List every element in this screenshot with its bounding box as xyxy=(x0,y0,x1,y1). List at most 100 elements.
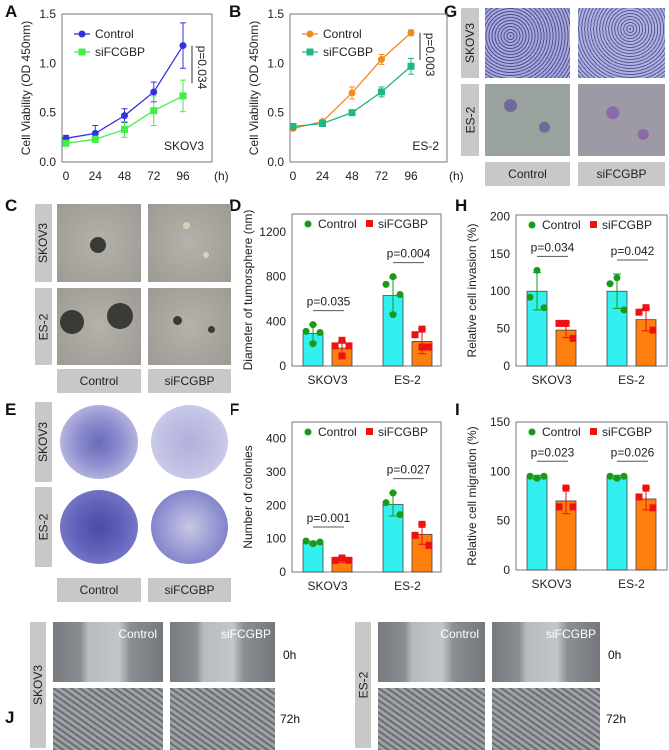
p-value-label: p=0.034 xyxy=(531,240,575,254)
legend-label: Control xyxy=(542,218,581,232)
data-point-sifcgbp xyxy=(289,122,297,130)
x-tick-label: 48 xyxy=(118,169,132,183)
transwell-image-es2-control xyxy=(485,84,570,156)
chart-i: 0 50 100 150 Relative cell migration (%) SKOV… xyxy=(465,415,668,591)
legend-marker-control xyxy=(304,428,312,436)
legend-label: siFCGBP xyxy=(602,218,652,232)
panel-label-a: A xyxy=(5,2,18,21)
wound-image-skov3-sifcgbp-72h xyxy=(170,688,275,750)
p-value-label: p=0.001 xyxy=(307,511,351,525)
y-tick-label: 400 xyxy=(266,432,286,446)
y-tick-label: 0.5 xyxy=(39,106,56,120)
data-point-sifcgbp xyxy=(331,556,339,564)
y-tick-label: 100 xyxy=(490,464,510,478)
data-point-sifcgbp xyxy=(62,139,70,147)
data-point-control xyxy=(389,311,397,319)
row-label-skov3: SKOV3 xyxy=(35,204,52,282)
data-point-control xyxy=(179,42,187,50)
data-point-sifcgbp xyxy=(642,304,650,312)
chart-d: 0 400 800 1200 Diameter of tumorsphere (nm) S… xyxy=(241,210,442,387)
colony-plate-skov3-control xyxy=(57,402,141,482)
legend-label: Control xyxy=(542,425,581,439)
y-tick-label: 0 xyxy=(279,565,286,579)
data-point-control xyxy=(533,266,541,274)
panel-label-d: D xyxy=(229,196,242,215)
bar-control xyxy=(302,542,324,573)
legend-label: Control xyxy=(323,27,362,41)
row-label-skov3: SKOV3 xyxy=(461,8,479,78)
x-tick-label: 24 xyxy=(316,169,330,183)
data-point-control xyxy=(540,472,548,480)
row-label-es2: ES-2 xyxy=(461,84,479,156)
panel-label-h: H xyxy=(455,196,468,215)
x-unit-label: (h) xyxy=(214,169,229,183)
wound-image-skov3-control-72h xyxy=(53,688,163,750)
data-point-control xyxy=(348,89,356,97)
colony-plate-skov3-sifcgbp xyxy=(148,402,231,482)
legend-label: siFCGBP xyxy=(602,425,652,439)
data-point-control xyxy=(302,327,310,335)
col-label-sifcgbp: siFCGBP xyxy=(148,578,231,602)
legend-marker-control xyxy=(528,221,536,229)
data-point-control xyxy=(613,474,621,482)
y-tick-label: 400 xyxy=(266,314,286,328)
x-category-label: ES-2 xyxy=(618,373,645,387)
legend-marker-control xyxy=(528,428,536,436)
data-point-control xyxy=(533,474,541,482)
data-point-sifcgbp xyxy=(348,109,356,117)
p-value-label: p=0.035 xyxy=(307,295,351,309)
row-label-es2: ES-2 xyxy=(355,622,371,748)
data-point-control xyxy=(396,511,404,519)
col-label-control: Control xyxy=(57,578,141,602)
y-tick-label: 0.0 xyxy=(267,155,284,169)
plot-frame xyxy=(291,213,442,367)
y-tick-label: 200 xyxy=(266,498,286,512)
y-tick-label: 0 xyxy=(503,359,510,373)
data-point-control xyxy=(302,537,310,545)
legend-marker-control xyxy=(304,220,312,228)
x-category-label: ES-2 xyxy=(394,373,421,387)
time-label-72h: 72h xyxy=(280,712,301,726)
cell-line-label: ES-2 xyxy=(412,139,439,153)
y-tick-label: 1.5 xyxy=(267,7,284,21)
data-point-control xyxy=(382,499,390,507)
plot-frame xyxy=(61,13,213,163)
colony-plate-es2-sifcgbp xyxy=(148,487,231,567)
wound-image-es2-control-72h xyxy=(378,688,485,750)
plot-frame xyxy=(515,214,668,367)
wound-image-es2-sifcgbp-0h: siFCGBP xyxy=(492,622,600,682)
transwell-image-skov3-sifcgbp xyxy=(578,8,665,78)
panel-label-j: J xyxy=(5,708,15,727)
x-unit-label: (h) xyxy=(449,169,464,183)
col-label-control: Control xyxy=(485,162,570,186)
y-tick-label: 0 xyxy=(279,359,286,373)
cell-line-label: SKOV3 xyxy=(164,139,204,153)
tumorsphere-image-es2-control xyxy=(57,288,141,365)
y-tick-label: 100 xyxy=(490,284,510,298)
p-value-label: p=0.027 xyxy=(387,463,431,477)
data-point-sifcgbp xyxy=(378,88,385,96)
p-value-label: p=0.023 xyxy=(531,445,575,459)
y-tick-label: 800 xyxy=(266,270,286,284)
data-point-control xyxy=(407,29,415,37)
chart-f: 0 100 200 300 400 Number of colonies SKOV3 p=0.… xyxy=(241,421,442,593)
y-axis-label: Relative cell invasion (%) xyxy=(465,223,479,357)
data-point-control xyxy=(606,280,614,288)
wound-image-es2-sifcgbp-72h xyxy=(492,688,600,750)
p-value-label: p=0.034 xyxy=(195,46,209,90)
x-tick-label: 72 xyxy=(375,169,389,183)
time-label-0h: 0h xyxy=(283,648,297,662)
col-label-sifcgbp: siFCGBP xyxy=(148,369,231,393)
p-value-label: p=0.003 xyxy=(423,33,437,77)
data-point-sifcgbp xyxy=(635,308,643,316)
row-label-skov3: SKOV3 xyxy=(35,402,52,482)
data-point-sifcgbp xyxy=(411,331,419,339)
x-category-label: SKOV3 xyxy=(531,577,571,591)
x-tick-label: 24 xyxy=(89,169,103,183)
x-category-label: SKOV3 xyxy=(307,373,347,387)
legend-marker-sifcgbp xyxy=(366,220,373,227)
x-tick-label: 72 xyxy=(147,169,161,183)
data-point-control xyxy=(396,290,404,298)
y-tick-label: 100 xyxy=(266,532,286,546)
